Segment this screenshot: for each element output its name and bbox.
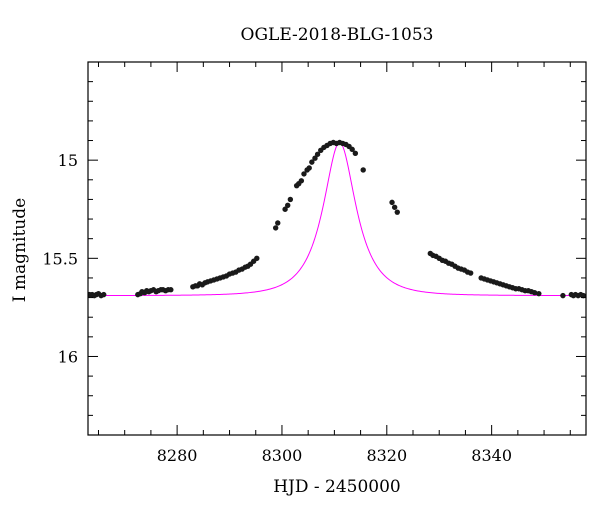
data-point (275, 220, 281, 226)
data-point (360, 167, 366, 173)
data-point (394, 209, 400, 215)
data-point (285, 202, 291, 209)
plot-frame (87, 61, 587, 436)
x-axis-label: HJD - 2450000 (273, 477, 401, 497)
data-point (301, 171, 307, 177)
data-points-layer (88, 139, 586, 299)
model-curve (88, 141, 586, 297)
data-point (531, 289, 538, 296)
data-point (168, 287, 174, 293)
data-point (287, 196, 294, 203)
data-point (389, 199, 395, 206)
x-tick-label: 8340 (471, 446, 512, 465)
x-tick-label: 8280 (157, 446, 198, 465)
data-point (254, 255, 260, 262)
data-point (349, 146, 355, 153)
y-tick-label: 15.5 (42, 249, 78, 268)
data-point (272, 225, 279, 231)
y-tick-label: 16 (58, 347, 78, 366)
x-tick-label: 8320 (366, 446, 407, 465)
model-curve-layer (88, 141, 586, 297)
data-point (282, 206, 288, 212)
data-point (467, 270, 474, 276)
chart-title: OGLE-2018-BLG-1053 (241, 25, 434, 45)
data-point (306, 165, 312, 171)
data-point (391, 204, 398, 210)
axis-ticks: 8280 8300 8320 8340 15 15.5 16 (42, 61, 586, 465)
y-tick-label: 15 (58, 151, 78, 170)
data-point (352, 150, 359, 156)
data-point (580, 292, 586, 299)
data-point (312, 155, 318, 161)
data-point (314, 151, 321, 157)
data-point (536, 290, 542, 297)
data-point (101, 291, 107, 298)
data-point (309, 159, 315, 165)
y-axis-label: I magnitude (10, 198, 30, 302)
data-point (560, 292, 566, 299)
data-point (298, 178, 305, 184)
plot-area (88, 139, 586, 299)
x-tick-label: 8300 (262, 446, 303, 465)
